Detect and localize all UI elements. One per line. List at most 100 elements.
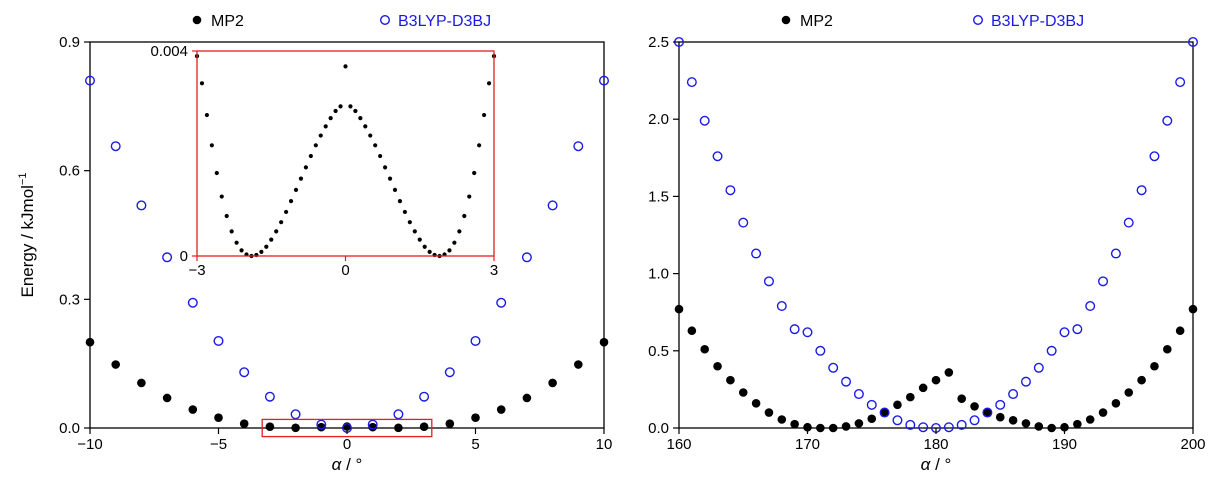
mp2-point <box>265 422 275 432</box>
mp2-point <box>906 392 915 402</box>
x-tick-label: 0 <box>341 262 349 279</box>
x-tick-label: 190 <box>1052 436 1077 453</box>
b3lyp-point <box>1136 185 1147 196</box>
b3lyp-point <box>1110 248 1121 259</box>
mp2-point <box>137 378 146 388</box>
b3lyp-point <box>290 409 301 420</box>
x-tick-label: −10 <box>77 436 102 453</box>
b3lyp-point <box>712 151 723 162</box>
mp2-point <box>447 248 452 253</box>
mp2-point <box>85 337 95 347</box>
b3lyp-point <box>763 276 774 287</box>
b3lyp-point <box>879 407 890 418</box>
mp2-point <box>368 422 378 432</box>
mp2-point <box>387 176 393 181</box>
mp2-point <box>467 194 472 199</box>
left-data-marks <box>84 75 610 434</box>
b3lyp-point <box>982 407 993 418</box>
mp2-point <box>317 422 326 432</box>
b3lyp-point <box>802 327 813 338</box>
b3lyp-point <box>162 252 173 263</box>
mp2-point <box>1085 415 1095 424</box>
b3lyp-point <box>751 248 762 259</box>
mp2-point <box>422 244 427 249</box>
mp2-point <box>318 133 323 138</box>
mp2-point <box>477 143 482 148</box>
mp2-point <box>548 378 557 388</box>
b3lyp-point <box>1033 362 1044 373</box>
b3lyp-point <box>264 391 275 402</box>
mp2-point <box>188 405 198 414</box>
mp2-point <box>931 375 941 385</box>
mp2-point <box>803 422 812 432</box>
mp2-point <box>944 368 954 377</box>
mp2-point <box>522 393 532 403</box>
legend-b3lyp-label: B3LYP-D3BJ <box>398 13 491 30</box>
b3lyp-point <box>1175 77 1186 88</box>
b3lyp-point <box>905 419 916 430</box>
x-tick-label: 200 <box>1180 436 1205 453</box>
inset-region-box <box>261 418 433 438</box>
mp2-point <box>1175 326 1185 336</box>
b3lyp-point <box>316 419 327 430</box>
mp2-point <box>427 249 432 254</box>
b3lyp-point <box>1008 389 1019 400</box>
mp2-point <box>1124 388 1134 397</box>
mp2-point <box>713 361 722 371</box>
b3lyp-point <box>738 217 749 228</box>
mp2-point <box>574 360 583 369</box>
mp2-point <box>1034 422 1044 431</box>
b3lyp-point <box>1020 376 1031 387</box>
right-plot-frame <box>678 41 1194 429</box>
b3lyp-point <box>1123 217 1134 228</box>
y-tick-label: 1.5 <box>648 188 669 205</box>
y-tick-label: 1.0 <box>648 266 669 283</box>
mp2-point <box>1060 422 1069 432</box>
mp2-point <box>274 229 279 234</box>
mp2-point <box>419 422 429 432</box>
mp2-point <box>462 213 467 219</box>
x-tick-label: 170 <box>795 436 820 453</box>
y-tick-label: 0.3 <box>59 291 80 308</box>
right-y-ticks: 0.0 0.5 1.0 1.5 2.0 2.5 <box>648 34 679 437</box>
b3lyp-point <box>686 77 697 88</box>
b3lyp-point <box>1098 276 1109 287</box>
x-tick-label: −3 <box>188 262 205 279</box>
mp2-point <box>1137 375 1146 385</box>
b3lyp-point <box>393 409 404 420</box>
mp2-point <box>313 143 318 148</box>
b3lyp-point <box>1187 37 1198 48</box>
inset-background <box>197 51 494 256</box>
b3lyp-point <box>725 185 736 196</box>
mp2-point <box>700 344 709 354</box>
mp2-point <box>348 104 353 109</box>
mp2-point <box>402 209 407 215</box>
b3lyp-point <box>84 75 95 86</box>
b3lyp-point <box>444 367 455 378</box>
mp2-point <box>674 304 684 314</box>
mp2-point <box>1163 344 1172 354</box>
mp2-point <box>214 413 223 423</box>
mp2-point <box>239 419 249 429</box>
mp2-point <box>288 199 294 204</box>
x-tick-label: 180 <box>923 436 948 453</box>
x-tick-label: 5 <box>471 436 479 453</box>
mp2-point <box>394 423 403 433</box>
mp2-point <box>284 209 289 215</box>
right-legend: MP2 B3LYP-D3BJ <box>781 13 1084 30</box>
x-tick-label: 0 <box>343 436 351 453</box>
mp2-point <box>790 419 799 429</box>
mp2-point <box>918 383 928 393</box>
mp2-point <box>880 408 889 417</box>
mp2-point <box>291 423 300 433</box>
b3lyp-point <box>776 301 787 312</box>
mp2-point <box>328 116 333 121</box>
mp2-point <box>303 165 308 170</box>
x-tick-label: −5 <box>210 436 227 453</box>
right-x-axis-label: α / ° <box>921 455 952 474</box>
mp2-point <box>1008 415 1018 425</box>
mp2-point <box>298 176 304 181</box>
mp2-point <box>687 326 697 336</box>
b3lyp-point <box>815 345 826 356</box>
legend-b3lyp-label: B3LYP-D3BJ <box>991 13 1084 30</box>
